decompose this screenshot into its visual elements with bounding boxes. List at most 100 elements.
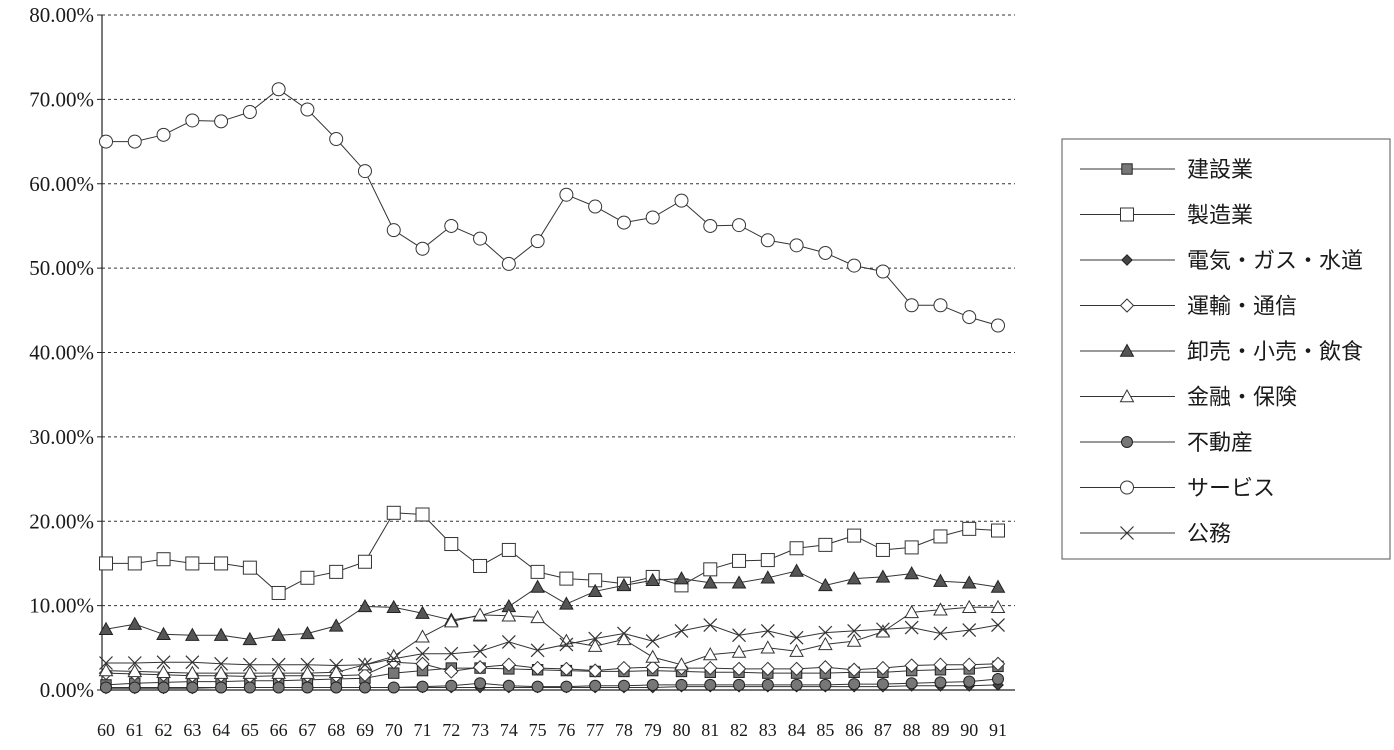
series-line: [106, 512, 999, 594]
data-point-stroke: [588, 631, 603, 646]
data-point: [242, 560, 257, 575]
data-point: [789, 661, 804, 677]
data-point: [242, 657, 257, 672]
data-point: [415, 646, 430, 661]
data-point: [98, 621, 114, 635]
data-point: [675, 678, 688, 691]
data-point: [760, 570, 776, 584]
data-point: [99, 681, 113, 694]
data-point: [415, 507, 430, 522]
data-point: [933, 602, 948, 616]
y-tick-labels: 0.00% 10.00% 20.00% 30.00% 40.00% 50.00% 60.00…: [29, 3, 94, 702]
series-9: [99, 618, 1005, 673]
data-point: [1121, 254, 1133, 266]
series-8: [99, 82, 1005, 333]
data-point: [702, 647, 718, 661]
data-point: [875, 542, 890, 557]
data-point: [789, 630, 804, 645]
series-7: [99, 673, 1005, 694]
data-point-stroke: [962, 623, 977, 638]
data-point-stroke: [530, 643, 545, 658]
data-point-stroke: [933, 626, 948, 641]
data-point: [961, 575, 977, 589]
series-2: [99, 505, 1005, 600]
data-point: [904, 620, 919, 635]
x-tick-label: 71: [414, 720, 432, 740]
x-tick-labels: 60 61 62 63 64 65 66 67 68 69 70 71 72 73 74 75 76 77 78 79…: [97, 720, 1007, 740]
data-point: [386, 223, 401, 238]
data-point: [962, 310, 977, 325]
data-point: [415, 629, 430, 643]
data-point: [617, 626, 631, 641]
data-point: [530, 609, 545, 624]
data-point: [328, 618, 344, 632]
data-point: [474, 677, 487, 690]
legend-label: 製造業: [1187, 203, 1253, 228]
data-point-stroke: [127, 656, 142, 670]
data-point: [501, 256, 516, 271]
data-point: [186, 681, 199, 694]
data-point: [386, 599, 402, 614]
data-point: [184, 627, 200, 641]
data-point: [818, 625, 833, 640]
data-point: [386, 651, 401, 666]
data-point: [530, 564, 545, 579]
data-point: [848, 678, 861, 691]
data-point-stroke: [386, 651, 401, 666]
data-point: [157, 681, 170, 694]
x-tick-label: 85: [816, 720, 834, 740]
data-point: [1119, 343, 1135, 357]
data-point: [127, 616, 143, 630]
data-point: [963, 675, 976, 688]
data-point: [818, 245, 833, 260]
data-point: [617, 679, 630, 692]
data-point-stroke: [904, 620, 919, 635]
x-tick-label: 87: [874, 720, 892, 740]
data-point: [704, 678, 717, 691]
data-point: [846, 571, 862, 585]
data-point: [98, 663, 114, 677]
data-point-stroke: [185, 655, 200, 670]
y-tick-label: 30.00%: [29, 425, 94, 449]
data-point: [933, 657, 948, 672]
data-point: [559, 661, 574, 677]
data-point: [846, 662, 862, 677]
data-point: [99, 556, 113, 571]
data-point-stroke: [156, 655, 171, 670]
data-point: [645, 649, 661, 663]
data-point-stroke: [645, 634, 660, 648]
x-tick-label: 65: [241, 720, 259, 740]
series-5: [98, 563, 1006, 646]
data-point: [502, 679, 515, 692]
data-point-stroke: [991, 618, 1005, 632]
data-point: [905, 677, 918, 690]
data-point: [444, 646, 459, 661]
data-point: [645, 210, 660, 225]
data-point: [587, 583, 603, 597]
data-point: [530, 234, 545, 249]
data-point: [501, 634, 516, 649]
series-line: [105, 570, 999, 640]
data-point: [127, 556, 142, 571]
data-point: [213, 665, 229, 679]
legend-label: 公務: [1187, 521, 1231, 546]
data-point-stroke: [1120, 526, 1134, 540]
data-point: [272, 681, 285, 694]
data-point: [991, 318, 1005, 333]
data-point: [616, 660, 632, 676]
data-point: [847, 258, 862, 273]
x-tick-label: 63: [183, 720, 201, 740]
data-point: [215, 681, 228, 694]
data-point-stroke: [415, 646, 430, 661]
x-tick-label: 77: [586, 720, 604, 740]
data-point: [444, 218, 459, 233]
data-point: [703, 218, 718, 233]
data-point: [733, 678, 746, 691]
x-tick-label: 64: [212, 720, 230, 740]
data-point: [731, 661, 747, 677]
data-point: [473, 558, 488, 573]
series-4: [98, 654, 1006, 684]
x-tick-label: 70: [385, 720, 403, 740]
